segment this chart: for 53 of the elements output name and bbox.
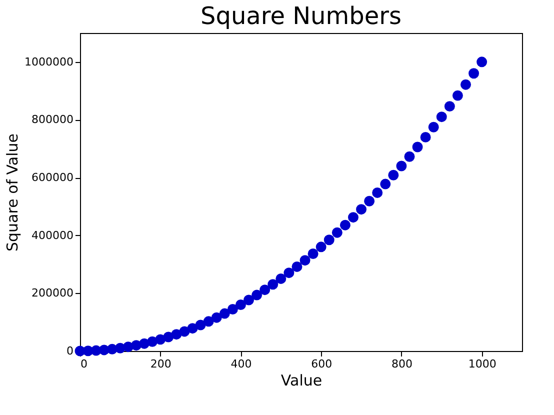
y-tick-label: 0 <box>66 344 74 358</box>
point <box>332 227 342 238</box>
x-tick-label: 1000 <box>468 358 496 370</box>
y-tick-label: 200000 <box>32 286 74 300</box>
x-tick-label: 0 <box>80 358 88 370</box>
y-tick-label: 400000 <box>32 228 74 242</box>
point <box>444 101 455 112</box>
point <box>468 68 480 79</box>
point <box>203 316 214 327</box>
x-tick-label: 600 <box>311 358 332 370</box>
point <box>252 290 262 300</box>
y-tick-label: 1000000 <box>24 55 74 68</box>
point <box>284 268 294 278</box>
point <box>187 323 198 334</box>
point <box>460 79 471 90</box>
y-axis-title: Square of Value <box>4 134 22 252</box>
point <box>356 204 367 215</box>
point <box>388 170 399 180</box>
point <box>348 212 358 223</box>
point <box>235 300 246 310</box>
point <box>308 248 318 259</box>
point <box>268 279 278 290</box>
point <box>372 187 383 198</box>
y-tick-label: 600000 <box>32 171 74 184</box>
point <box>316 242 326 252</box>
point <box>219 308 230 319</box>
point <box>412 142 423 152</box>
x-tick-label: 200 <box>150 358 172 370</box>
point <box>211 312 222 323</box>
point <box>420 132 431 142</box>
x-axis-title: Value <box>280 372 322 390</box>
x-tick-label: 400 <box>230 358 252 370</box>
point <box>324 234 334 246</box>
point <box>195 320 206 330</box>
point <box>452 90 463 101</box>
point <box>428 122 439 132</box>
point <box>364 196 375 206</box>
y-tick-label: 800000 <box>32 113 74 126</box>
point <box>260 284 270 296</box>
point <box>227 304 238 314</box>
point <box>340 220 350 230</box>
point <box>171 329 182 340</box>
point <box>380 178 391 190</box>
point <box>396 160 407 172</box>
point <box>476 56 488 68</box>
point <box>404 151 415 162</box>
point <box>300 255 310 266</box>
chart-title: Square Numbers <box>200 2 402 30</box>
x-tick-label: 800 <box>391 358 412 370</box>
point <box>292 261 302 272</box>
point <box>244 294 254 306</box>
point <box>276 273 286 284</box>
point <box>436 112 447 122</box>
